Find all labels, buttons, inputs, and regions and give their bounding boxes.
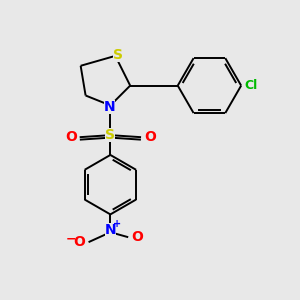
Text: S: S (113, 48, 123, 62)
Text: Cl: Cl (244, 79, 258, 92)
Text: O: O (144, 130, 156, 144)
Text: +: + (113, 219, 122, 229)
Text: N: N (103, 100, 115, 114)
Text: O: O (74, 235, 85, 249)
Text: O: O (131, 230, 143, 244)
Text: O: O (65, 130, 77, 144)
Text: −: − (65, 233, 76, 246)
Text: N: N (105, 223, 116, 237)
Text: S: S (105, 128, 116, 142)
